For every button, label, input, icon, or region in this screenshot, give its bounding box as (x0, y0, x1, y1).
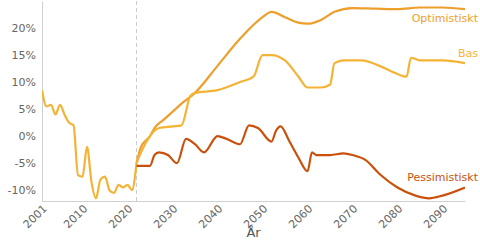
x-tick: 2090 (421, 201, 450, 231)
x-tick: 2080 (376, 201, 405, 231)
y-tick-label: 0% (19, 130, 36, 143)
y-axis-line (42, 2, 43, 202)
series-labels: Optimistiskt Bas Pessimistiskt (407, 12, 478, 184)
series-line (137, 125, 466, 198)
y-tick: 5% (19, 103, 42, 116)
x-tick-label: 2040 (196, 202, 225, 231)
y-tick-label: 5% (19, 103, 36, 116)
x-tick: 2060 (286, 201, 315, 231)
y-tick: 10% (12, 76, 42, 89)
x-axis-title: År (246, 225, 261, 240)
x-tick-label: 2001 (21, 202, 50, 231)
x-tick: 2020 (106, 201, 135, 231)
x-tick: 2070 (331, 201, 360, 231)
y-tick: 20% (12, 22, 42, 35)
y-tick: -10% (8, 184, 42, 197)
series-line (137, 55, 466, 163)
series-label: Pessimistiskt (407, 171, 478, 184)
plot: -10% -5% 0% 5% 10% 15% 20% 2001 2010 2020 2030 2040… (8, 1, 466, 231)
y-axis: -10% -5% 0% 5% 10% 15% 20% (8, 2, 43, 202)
x-tick: 2001 (21, 201, 50, 231)
y-tick: 15% (12, 49, 42, 62)
x-tick: 2010 (61, 201, 90, 231)
y-tick-label: -10% (8, 184, 36, 197)
y-tick: -5% (15, 157, 42, 170)
x-tick-label: 2090 (421, 202, 450, 231)
x-tick-label: 2010 (61, 202, 90, 231)
series-label: Bas (458, 47, 478, 60)
x-tick: 2040 (196, 201, 225, 231)
x-tick-label: 2070 (331, 202, 360, 231)
y-tick: 0% (19, 130, 42, 143)
x-tick-label: 2030 (151, 202, 180, 231)
x-axis-line (43, 201, 466, 202)
marks (42, 1, 465, 201)
series-label: Optimistiskt (412, 12, 479, 25)
y-tick-label: 20% (12, 22, 36, 35)
x-tick: 2030 (151, 201, 180, 231)
x-tick-label: 2020 (106, 202, 135, 231)
chart: -10% -5% 0% 5% 10% 15% 20% 2001 2010 2020 2030 2040… (0, 0, 480, 240)
y-tick-label: -5% (15, 157, 36, 170)
x-axis: 2001201020202030204020502060207020802090 (21, 201, 466, 231)
x-tick-label: 2060 (286, 202, 315, 231)
y-tick-label: 10% (12, 76, 36, 89)
x-tick-label: 2080 (376, 202, 405, 231)
series-line (42, 90, 137, 198)
y-tick-label: 15% (12, 49, 36, 62)
